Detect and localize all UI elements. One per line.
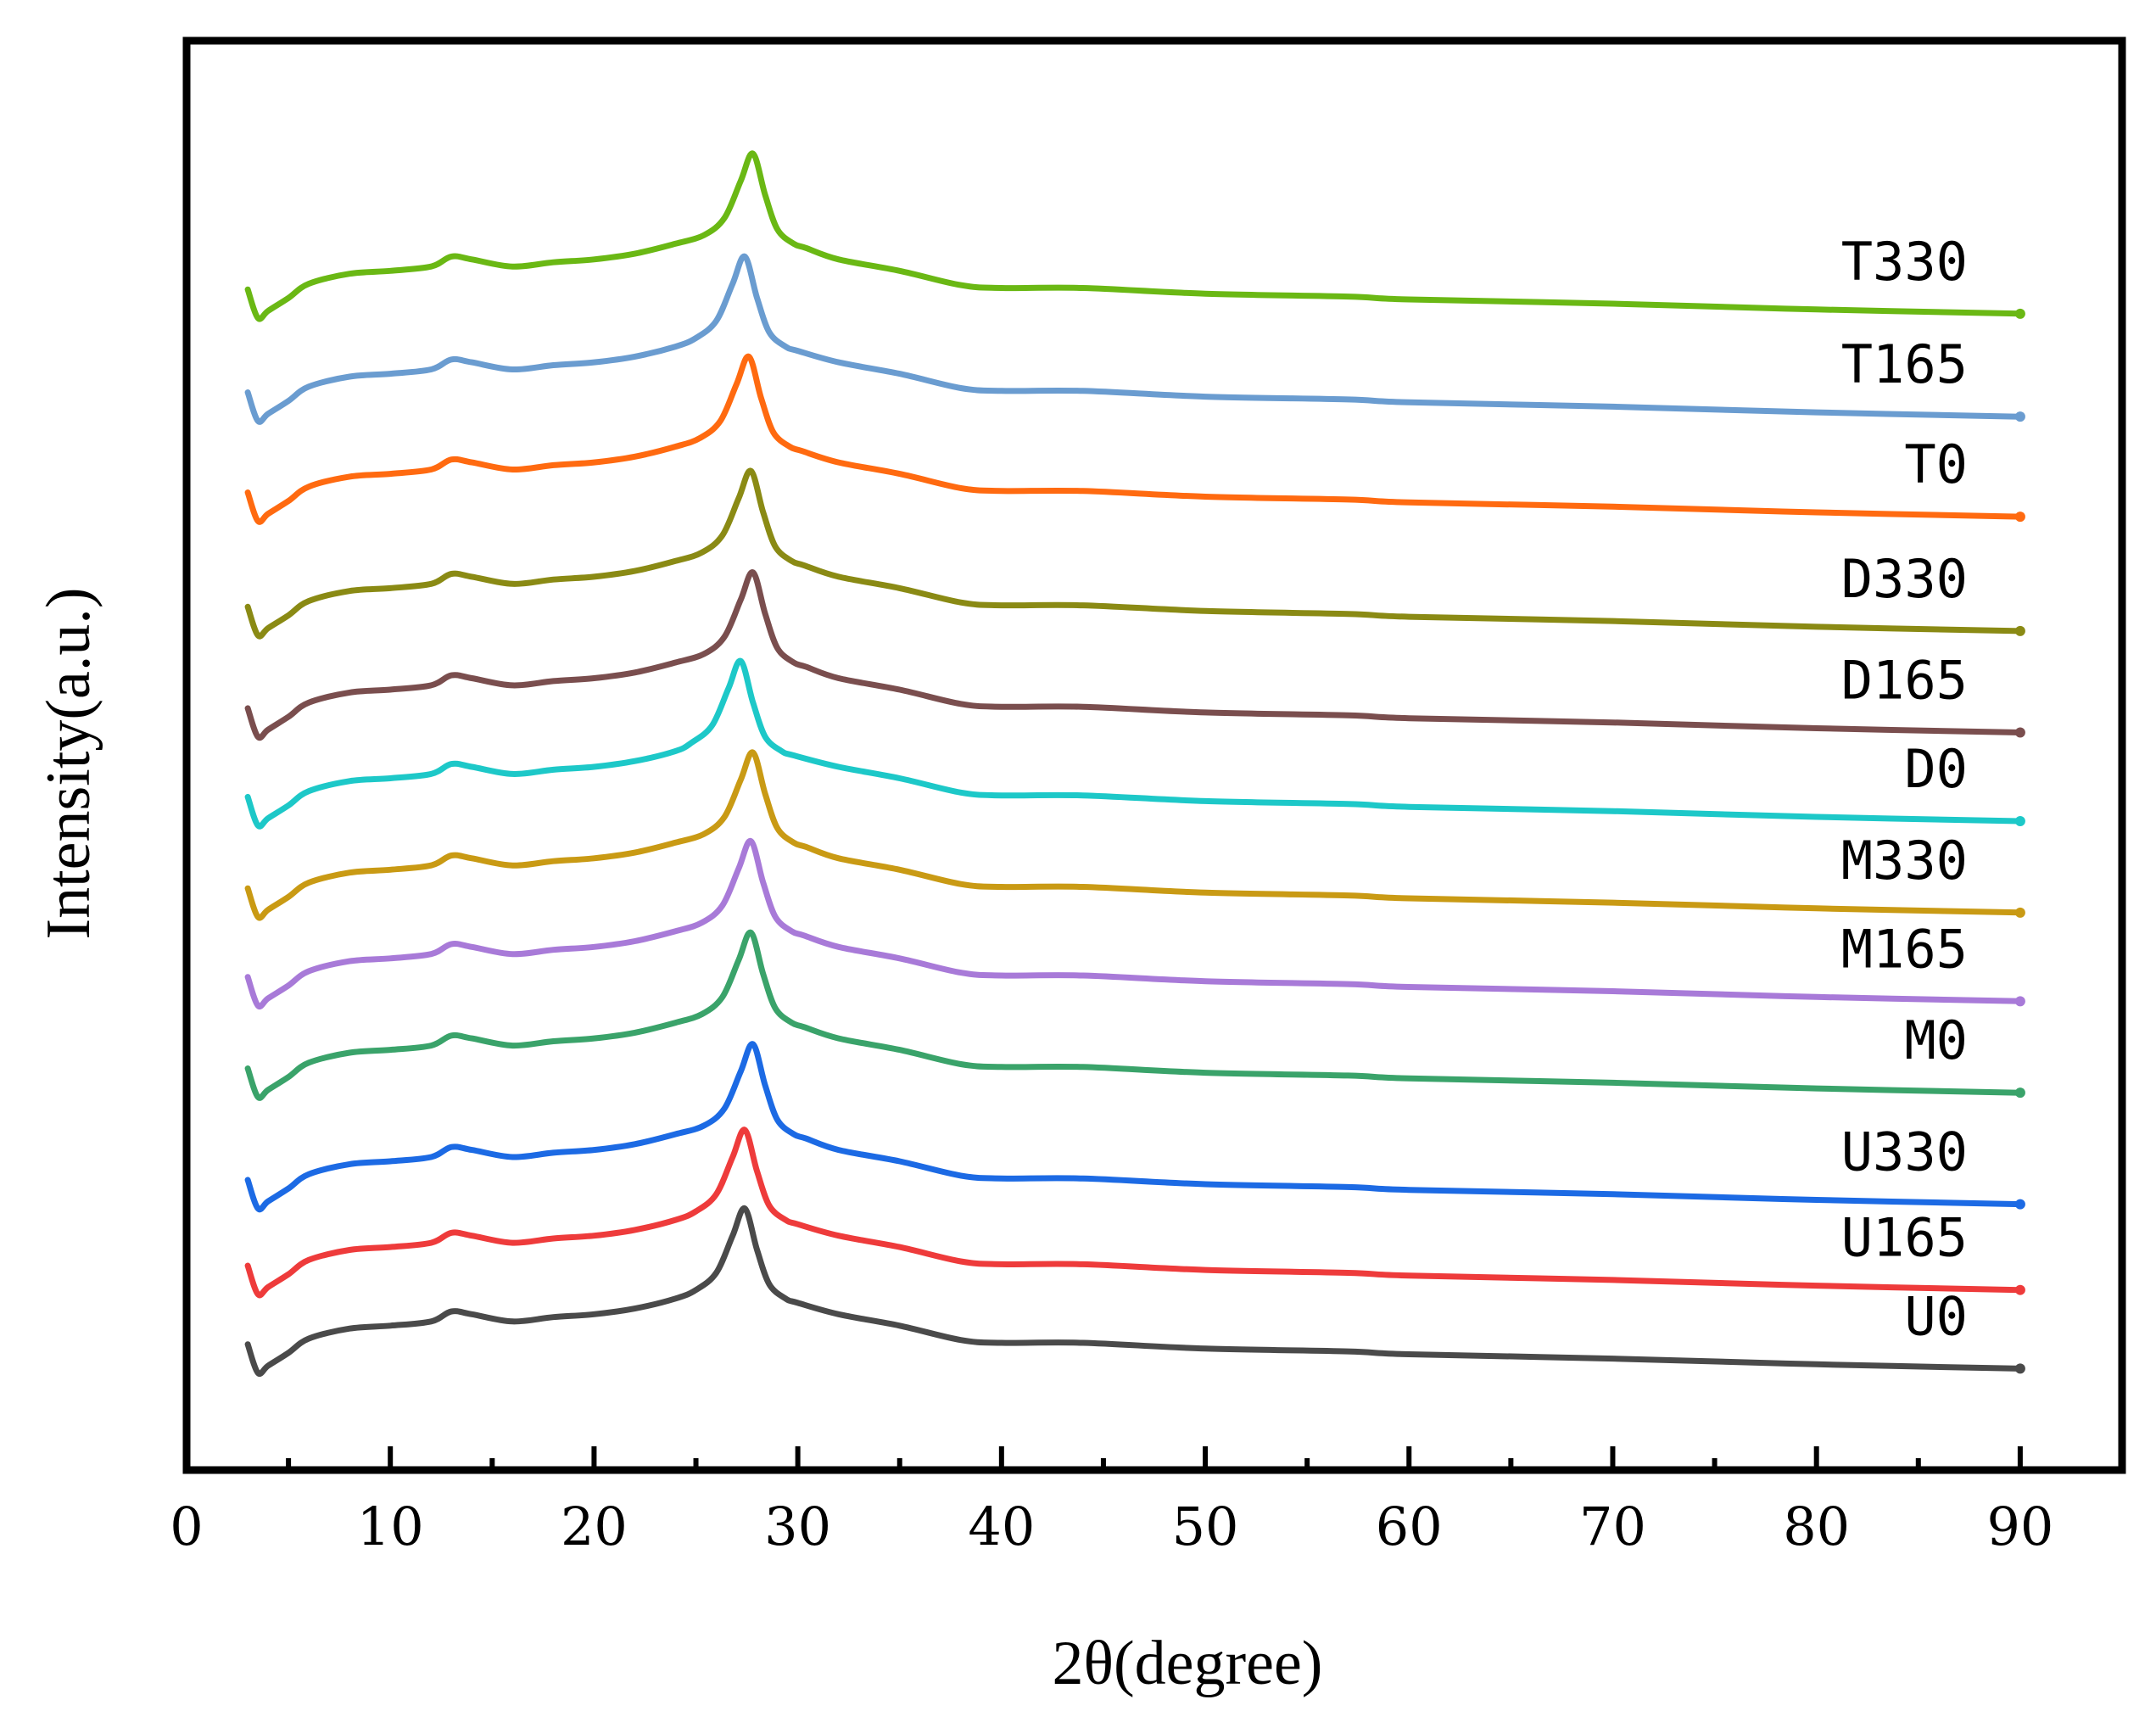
x-axis-ticks: 0 10 20 30 40 50 60 70 80 90 [170, 1446, 2053, 1557]
series-line-u0 [244, 1205, 2024, 1377]
x-tick-label: 40 [968, 1496, 1035, 1557]
series-line-m165 [244, 838, 2024, 1009]
x-tick-label: 80 [1783, 1496, 1850, 1557]
series-label-t0: T0 [1904, 433, 1968, 495]
series-line-t165 [244, 253, 2024, 425]
series-label-m0: M0 [1904, 1009, 1968, 1071]
series-line-u165 [244, 1127, 2024, 1299]
series-end-marker [2014, 1199, 2025, 1210]
series-end-marker [2014, 727, 2025, 738]
series-line-d330 [244, 467, 2024, 640]
x-tick-label: 0 [170, 1496, 203, 1557]
series-lines [244, 150, 2025, 1377]
series-label-u330: U330 [1841, 1121, 1968, 1183]
x-tick-label: 70 [1579, 1496, 1646, 1557]
series-end-marker [2014, 1363, 2025, 1374]
series-line-m0 [244, 929, 2024, 1101]
series-labels: U0 U165 U330 M0 M165 M330 D0 D165 D330 T0 T165 T330 [1841, 231, 1968, 1348]
series-line-u330 [244, 1041, 2024, 1213]
series-line-t330 [244, 150, 2024, 322]
x-tick-label: 20 [561, 1496, 628, 1557]
series-label-m165: M165 [1841, 918, 1968, 980]
series-label-u0: U0 [1904, 1285, 1968, 1347]
x-tick-label: 10 [357, 1496, 424, 1557]
x-tick-label: 30 [764, 1496, 831, 1557]
x-tick-label: 50 [1172, 1496, 1239, 1557]
series-label-d330: D330 [1841, 548, 1968, 610]
series-end-marker [2014, 512, 2025, 523]
series-line-d0 [244, 657, 2024, 830]
series-end-marker [2014, 1284, 2025, 1295]
series-line-t0 [244, 353, 2024, 525]
x-tick-label: 60 [1376, 1496, 1443, 1557]
series-end-marker [2014, 411, 2025, 422]
x-tick-label: 90 [1986, 1496, 2053, 1557]
series-end-marker [2014, 996, 2025, 1007]
series-label-u165: U165 [1841, 1207, 1968, 1269]
series-label-d0: D0 [1904, 738, 1968, 800]
series-line-d165 [244, 569, 2024, 741]
y-axis-title: Intensity(a.u.) [34, 587, 103, 939]
series-end-marker [2014, 625, 2025, 636]
series-end-marker [2014, 308, 2025, 319]
series-label-m330: M330 [1841, 830, 1968, 892]
x-axis-title: 2θ(degree) [1053, 1629, 1323, 1698]
series-end-marker [2014, 816, 2025, 827]
series-label-t330: T330 [1841, 231, 1968, 293]
series-end-marker [2014, 1087, 2025, 1099]
series-line-m330 [244, 749, 2024, 921]
plot-frame [182, 36, 2126, 1474]
series-end-marker [2014, 907, 2025, 918]
series-label-d165: D165 [1841, 650, 1968, 712]
series-label-t165: T165 [1841, 333, 1968, 395]
